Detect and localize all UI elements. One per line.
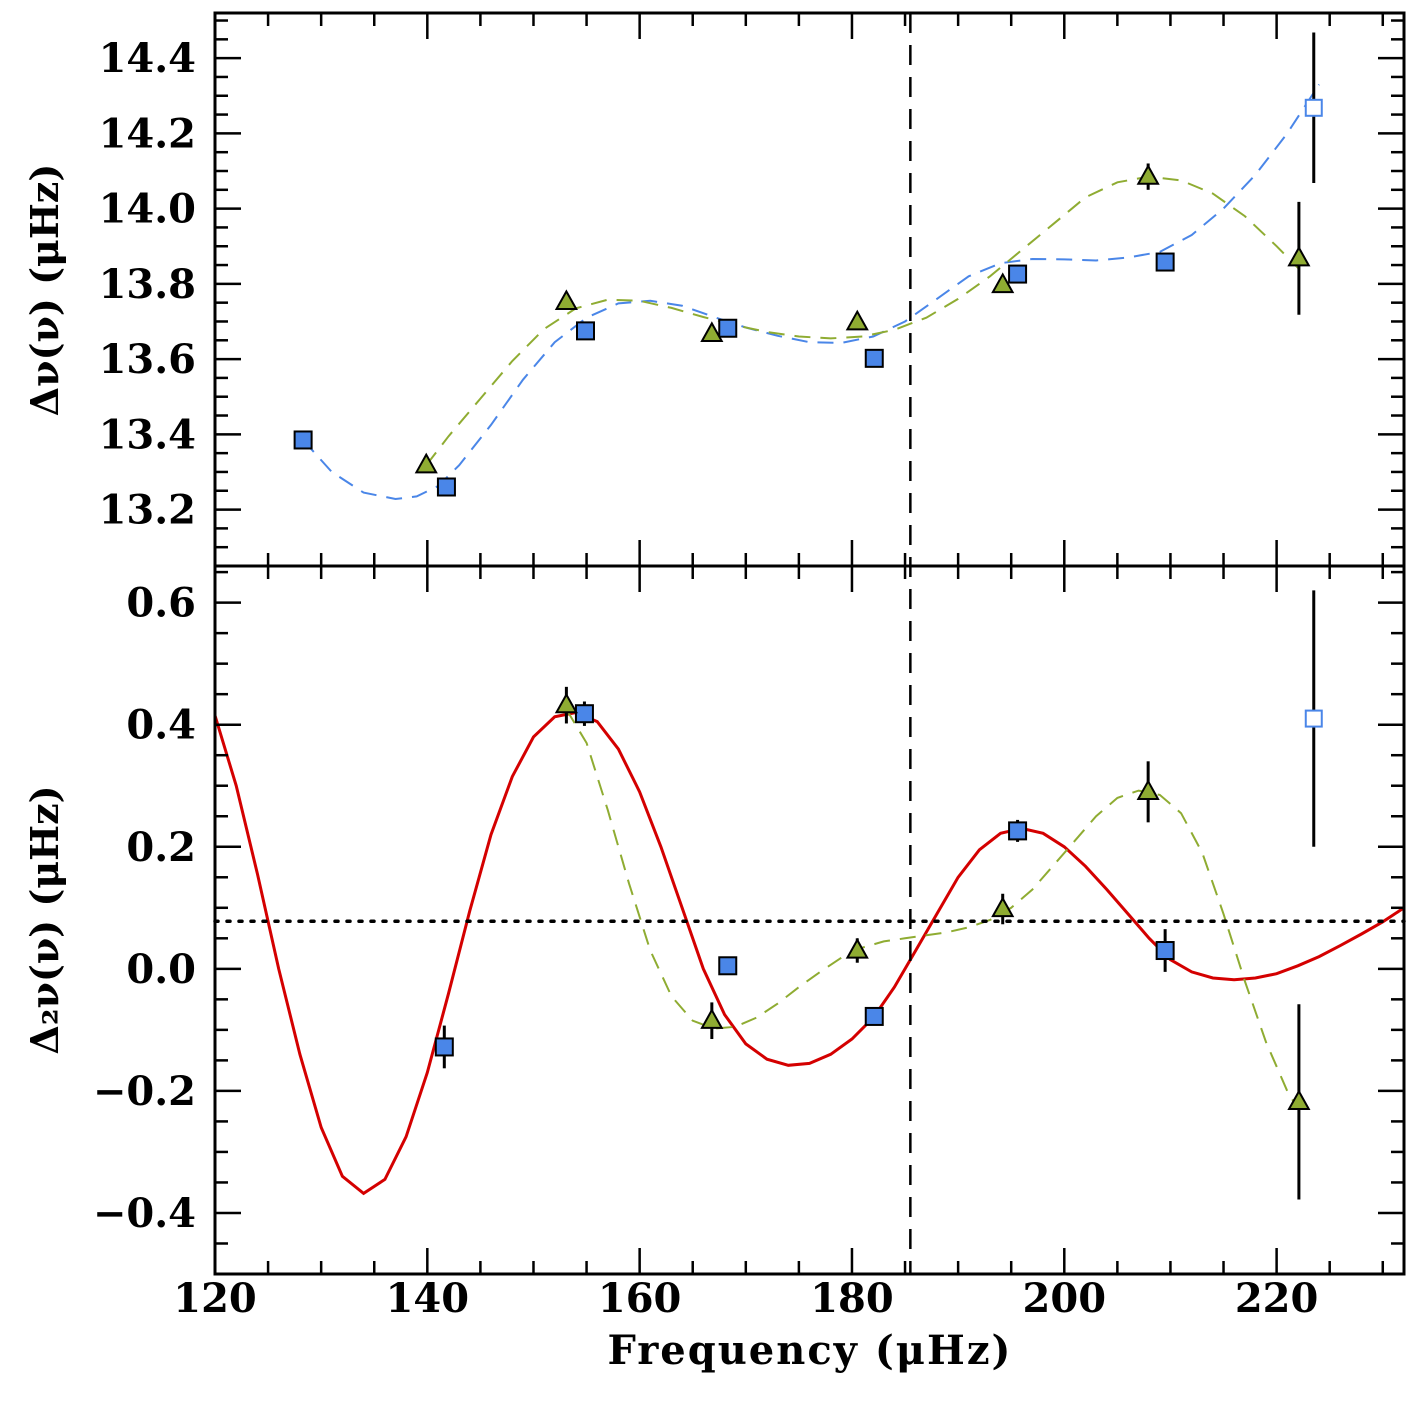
bottom-triangles-point [1287,1089,1311,1111]
top-y-tick-label: 14.2 [99,110,196,157]
bottom-squares-point [574,704,594,724]
bottom-y-tick-label: 0.2 [126,824,196,871]
top-squares-point [576,321,596,341]
x-tick-label: 180 [810,1275,894,1322]
bottom-squares-point [1155,941,1175,961]
top-y-tick-label: 14.0 [99,186,196,233]
top-squares-open-point [1304,98,1323,117]
bottom-triangles-point [991,896,1015,918]
bottom-y-tick-label: 0.6 [126,580,196,627]
bottom-squares-point [864,1006,884,1026]
top-squares-point [864,348,884,368]
bottom-triangles-point [554,692,578,714]
bottom-squares-point [1008,821,1028,841]
x-tick-label: 220 [1235,1275,1319,1322]
top-triangles-point [991,272,1015,294]
labels-layer: Frequency (μHz) Δν(ν) (μHz) Δ₂ν(ν) (μHz)… [22,35,1318,1374]
bottom-y-tick-label: 0.4 [126,702,196,749]
top-triangles-point [700,321,724,343]
bottom-y-tick-label: 0.0 [126,946,196,993]
top-triangles-point [1287,245,1311,267]
top-y-tick-label: 13.8 [99,261,196,308]
top-y-tick-label: 13.4 [99,411,196,458]
x-tick-label: 140 [386,1275,470,1322]
top-y-axis-title: Δν(ν) (μHz) [22,164,67,417]
bottom-y-tick-label: −0.4 [93,1190,196,1237]
bottom-red-fit-curve [213,710,1405,1196]
bottom-y-tick-label: −0.2 [93,1068,196,1115]
bottom-green-fit-curve [565,708,1300,1111]
x-tick-label: 200 [1023,1275,1107,1322]
top-blue-fit-curve [302,83,1320,501]
bottom-squares-open-point [1304,709,1323,728]
bottom-triangles-point [700,1008,724,1029]
x-tick-label: 120 [173,1275,257,1322]
bottom-triangles-point [1136,779,1160,800]
panel-bottom-frame [213,564,1406,1276]
reference-lines-layer [213,13,1406,1274]
bottom-y-axis-title: Δ₂ν(ν) (μHz) [22,785,67,1054]
top-y-tick-label: 13.6 [99,336,196,383]
top-triangles-point [554,289,578,311]
top-y-tick-label: 14.4 [99,35,196,82]
x-tick-label: 160 [598,1275,682,1322]
curves-layer [213,83,1405,1196]
axes-layer [213,11,1406,1276]
top-triangles-point [845,309,869,331]
top-squares-point [1008,264,1028,284]
bottom-triangles-point [845,937,869,959]
points-layer [293,32,1323,1200]
top-triangles-point [414,452,438,474]
x-axis-title: Frequency (μHz) [608,1327,1013,1374]
top-squares-point [293,430,313,450]
top-squares-point [436,477,456,497]
panel-top-frame [213,11,1406,568]
top-squares-point [1155,252,1175,272]
top-y-tick-label: 13.2 [99,487,196,534]
top-triangles-point [1136,164,1160,185]
bottom-squares-point [434,1037,454,1057]
top-squares-point [718,318,738,338]
bottom-squares-point [718,956,738,976]
